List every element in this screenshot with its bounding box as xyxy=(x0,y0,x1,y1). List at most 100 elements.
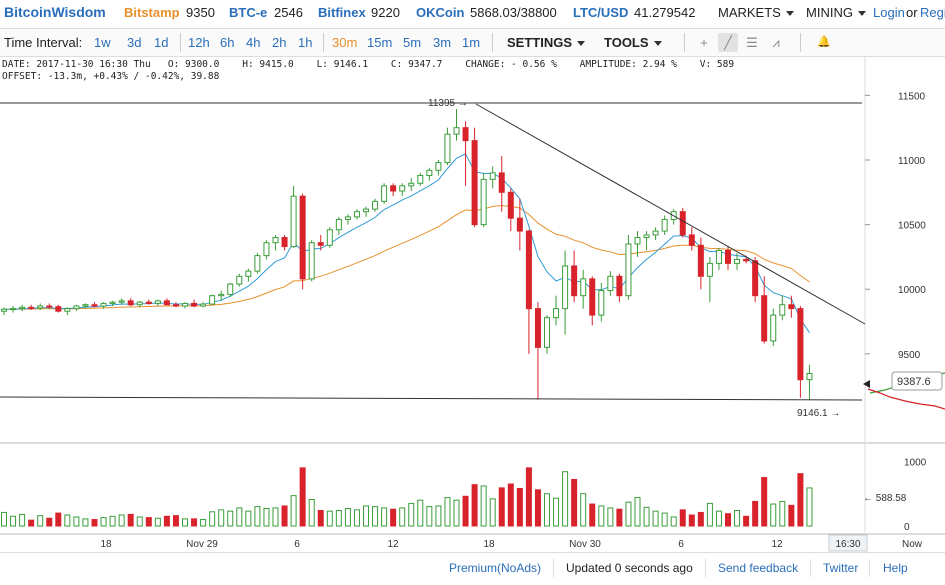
register-link[interactable]: Regi xyxy=(920,5,945,20)
volume-bar xyxy=(209,511,216,527)
low-label: 9146.1 → xyxy=(797,408,840,419)
volume-bar xyxy=(109,515,116,527)
horizontal-lines-icon[interactable]: ☰ xyxy=(746,35,758,50)
price-tick-label: 11000 xyxy=(898,156,926,167)
interval-1d[interactable]: 1d xyxy=(154,35,169,50)
update-status: Updated 0 seconds ago xyxy=(566,561,693,575)
volume-bar xyxy=(390,508,397,527)
volume-bar xyxy=(64,514,71,527)
send-feedback-link[interactable]: Send feedback xyxy=(718,561,799,575)
help-link[interactable]: Help xyxy=(883,561,908,575)
interval-5m[interactable]: 5m xyxy=(403,35,422,50)
brand-logo[interactable]: BitcoinWisdom xyxy=(4,4,106,20)
volume-bar xyxy=(498,487,505,527)
settings-menu[interactable]: SETTINGS xyxy=(507,35,586,50)
current-price-label: 9387.6 xyxy=(897,376,931,388)
exchange-okcoin[interactable]: OKCoin xyxy=(416,5,465,20)
volume-bar xyxy=(118,514,125,527)
candle-up xyxy=(136,301,143,306)
candle-up xyxy=(734,259,741,264)
volume-bar xyxy=(37,515,44,527)
toolbar: Time Interval: 1w 3d 1d 12h 6h 4h 2h 1h … xyxy=(0,28,945,57)
divider xyxy=(684,33,685,52)
volume-bar xyxy=(154,517,161,527)
candle-down xyxy=(281,237,288,248)
candle-up xyxy=(426,169,433,177)
volume-bar xyxy=(553,497,560,527)
mining-label: MINING xyxy=(806,5,853,20)
tools-menu[interactable]: TOOLS xyxy=(604,35,662,50)
exchange-btce[interactable]: BTC-e xyxy=(229,5,268,20)
volume-bar xyxy=(236,507,243,527)
candle-up xyxy=(806,372,813,381)
price-tick-label: 10000 xyxy=(898,285,926,296)
volume-bar xyxy=(706,502,713,527)
volume-bar xyxy=(136,516,143,527)
login-link[interactable]: Login xyxy=(873,5,905,20)
line-icon[interactable]: ╱ xyxy=(718,33,738,52)
chevron-down-icon xyxy=(653,41,662,47)
volume-bar xyxy=(191,518,198,527)
volume-bar xyxy=(363,505,369,527)
volume-bar xyxy=(589,503,596,527)
interval-30m[interactable]: 30m xyxy=(332,35,358,50)
candle-up xyxy=(372,200,379,210)
interval-4h[interactable]: 4h xyxy=(246,35,261,50)
volume-bar xyxy=(697,511,704,527)
interval-3d[interactable]: 3d xyxy=(127,35,142,50)
crosshair-icon[interactable]: + xyxy=(700,35,708,50)
volume-bar xyxy=(200,519,207,527)
candle-up xyxy=(344,216,351,220)
candle-down xyxy=(191,302,198,307)
exchange-bitstamp[interactable]: Bitstamp xyxy=(124,5,180,20)
mining-menu[interactable]: MINING xyxy=(806,5,866,20)
alert-bell-icon[interactable]: 🔔 xyxy=(817,36,831,48)
time-axis-label: 18 xyxy=(100,539,112,550)
volume-bar xyxy=(661,512,668,527)
twitter-link[interactable]: Twitter xyxy=(823,561,859,575)
volume-bar xyxy=(227,510,234,527)
candle-up xyxy=(236,275,243,285)
volume-bar xyxy=(625,501,632,527)
volume-bar xyxy=(752,500,759,527)
interval-1h[interactable]: 1h xyxy=(298,35,313,50)
exchange-ltcusd[interactable]: LTC/USD xyxy=(573,5,629,20)
interval-3m[interactable]: 3m xyxy=(433,35,452,50)
high-label: 11395 → xyxy=(428,98,468,109)
volume-bar xyxy=(426,506,433,527)
markets-menu[interactable]: MARKETS xyxy=(718,5,794,20)
interval-6h[interactable]: 6h xyxy=(220,35,235,50)
candle-up xyxy=(245,270,252,277)
candle-up xyxy=(598,290,605,316)
volume-bar xyxy=(453,499,460,527)
volume-bar xyxy=(761,477,768,527)
chevron-down-icon xyxy=(857,11,866,17)
candle-up xyxy=(272,237,279,244)
volume-bar xyxy=(218,509,225,527)
volume-bar xyxy=(353,509,360,527)
candle-up xyxy=(544,317,550,348)
interval-1w[interactable]: 1w xyxy=(94,35,111,50)
candle-down xyxy=(571,265,578,297)
volume-bar xyxy=(607,507,614,527)
price-tick-label: 9500 xyxy=(898,350,921,361)
interval-2h[interactable]: 2h xyxy=(272,35,287,50)
candle-up xyxy=(100,302,107,307)
time-axis-label: Nov 29 xyxy=(186,539,218,550)
interval-1m[interactable]: 1m xyxy=(462,35,481,50)
candle-down xyxy=(317,242,324,246)
divider xyxy=(553,559,554,577)
candle-down xyxy=(797,308,804,381)
tools-label: TOOLS xyxy=(604,35,649,50)
premium-link[interactable]: Premium(NoAds) xyxy=(449,561,542,575)
candle-up xyxy=(652,230,659,236)
interval-12h[interactable]: 12h xyxy=(188,35,210,50)
fan-icon[interactable]: ⩘ xyxy=(772,35,780,50)
volume-bar xyxy=(372,506,379,527)
price-chart[interactable]: 9500 10000 10500 11000 11500 0 1000 18 Nov 29 6 12… xyxy=(0,56,945,552)
exchange-bitfinex[interactable]: Bitfinex xyxy=(318,5,366,20)
volume-bar xyxy=(19,513,26,527)
volume-bar xyxy=(263,508,270,527)
volume-bar xyxy=(516,488,523,527)
interval-15m[interactable]: 15m xyxy=(367,35,393,50)
